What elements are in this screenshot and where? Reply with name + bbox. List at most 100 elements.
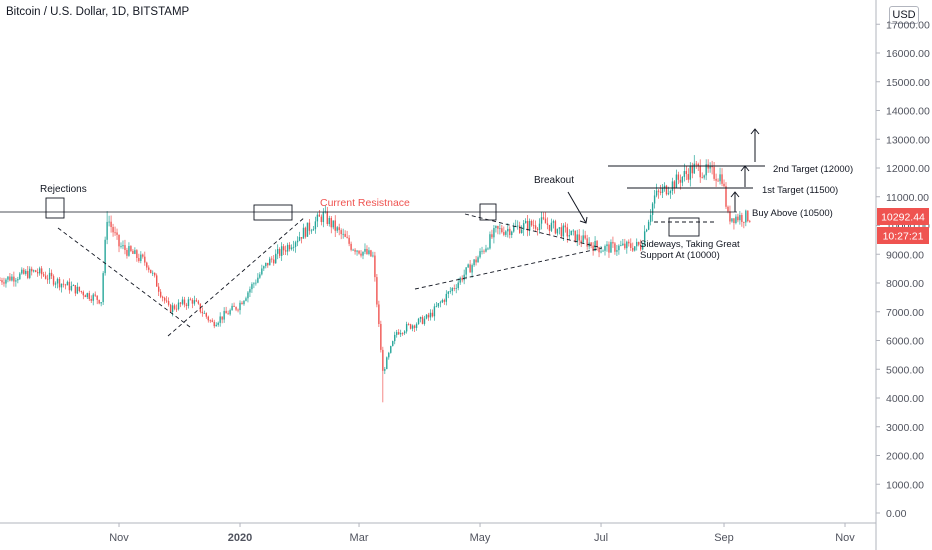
candle-body	[745, 210, 747, 223]
candle-body	[74, 285, 77, 294]
candle-body	[40, 268, 43, 275]
candle-body	[195, 300, 198, 302]
candle-body	[497, 226, 499, 229]
candle-body	[479, 251, 481, 258]
candle-body	[641, 244, 644, 250]
candle-body	[562, 225, 565, 237]
price-tick-label: 5000.00	[886, 364, 924, 376]
candle-body	[717, 180, 719, 182]
candle-body	[271, 258, 273, 260]
rejection-box	[253, 204, 293, 221]
candle-body	[165, 300, 168, 302]
candle-body	[171, 305, 174, 312]
price-axis: 0.00 1000.00 2000.00 3000.00 4000.00 5000.00 6…	[876, 19, 930, 520]
candle-body	[156, 275, 158, 287]
candle-body	[9, 276, 11, 281]
candle-body	[138, 257, 140, 261]
candle-body	[578, 234, 580, 241]
candle-body	[286, 244, 289, 252]
candle-body	[144, 256, 146, 263]
candle-body	[634, 246, 636, 251]
candle-body	[614, 243, 616, 252]
candle-body	[354, 249, 356, 252]
last-price-tag: 10292.44	[877, 208, 929, 225]
candle-body	[657, 190, 660, 192]
candle-body	[522, 223, 525, 230]
chart-title: Bitcoin / U.S. Dollar, 1D, BITSTAMP	[6, 6, 190, 18]
candle-body	[322, 211, 325, 223]
time-tick-label: May	[470, 532, 491, 544]
candle-body	[205, 313, 207, 317]
candle-body	[306, 222, 309, 237]
candle-body	[534, 225, 537, 229]
currency-button[interactable]: USD	[889, 6, 919, 24]
candle-body	[380, 324, 382, 350]
candle-body	[673, 181, 676, 188]
candle-body	[284, 250, 287, 252]
candle-body	[316, 214, 319, 222]
candle-body	[655, 190, 658, 196]
candle-body	[124, 245, 126, 250]
candle-body	[608, 244, 610, 253]
candle-body	[697, 163, 699, 166]
candle-body	[360, 253, 362, 256]
price-tick-label: 15000.00	[886, 77, 930, 89]
triangle-upper-line	[464, 213, 603, 249]
candle-body	[370, 250, 372, 257]
candle-body	[378, 304, 380, 325]
candle-body	[0, 280, 1, 281]
candle-body	[590, 242, 592, 246]
candle-body	[530, 220, 533, 226]
candle-body	[741, 215, 743, 223]
candle-body	[465, 267, 467, 275]
candle-body	[48, 272, 51, 280]
candle-body	[675, 174, 678, 188]
candle-body	[388, 352, 390, 358]
candle-body	[344, 233, 346, 237]
candle-body	[584, 235, 586, 239]
candle-body	[126, 249, 128, 256]
candle-body	[481, 250, 483, 252]
candle-body	[259, 274, 261, 278]
candle-body	[509, 228, 511, 236]
candle-body	[489, 234, 491, 249]
candle-body	[681, 176, 684, 183]
candle-body	[687, 174, 690, 180]
candle-body	[632, 247, 634, 251]
rejections-label: Rejections	[40, 184, 87, 195]
candle-body	[612, 242, 614, 244]
candle-body	[526, 220, 529, 231]
candle-body	[152, 272, 154, 274]
candles	[0, 155, 751, 403]
candle-body	[661, 188, 664, 193]
candle-body	[340, 230, 342, 235]
candle-body	[671, 181, 674, 191]
up-arrow-icon	[730, 191, 740, 212]
candle-body	[528, 220, 531, 231]
candle-body	[282, 246, 285, 251]
candle-body	[386, 357, 388, 370]
candle-body	[560, 227, 563, 237]
candle-body	[154, 272, 156, 276]
candle-body	[31, 268, 33, 272]
candle-body	[649, 214, 652, 222]
candle-body	[364, 248, 366, 252]
candle-body	[27, 270, 29, 278]
resistance-label: Current Resistnace	[320, 197, 410, 209]
candle-body	[78, 286, 81, 292]
candle-body	[68, 281, 71, 291]
candle-body	[245, 298, 247, 301]
time-tick-label: Jul	[594, 532, 608, 544]
candle-body	[467, 264, 469, 268]
candle-body	[376, 277, 378, 305]
candle-body	[98, 299, 100, 304]
candle-body	[328, 218, 330, 225]
candle-body	[118, 234, 120, 247]
price-tick-label: 13000.00	[886, 134, 930, 146]
candle-body	[320, 216, 323, 223]
candle-body	[576, 234, 578, 242]
candle-body	[701, 177, 703, 179]
candle-body	[257, 277, 259, 283]
candle-body	[558, 227, 561, 229]
